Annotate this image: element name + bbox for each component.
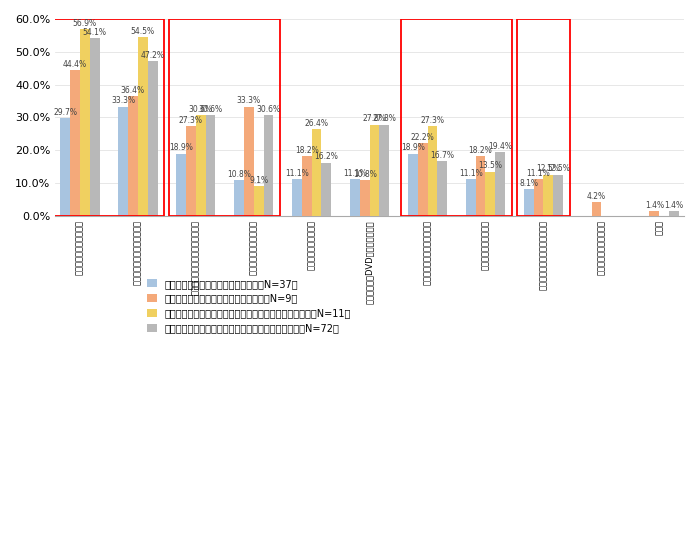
- Text: 9.1%: 9.1%: [249, 176, 268, 185]
- Text: 12.5%: 12.5%: [536, 164, 560, 174]
- Text: 54.5%: 54.5%: [131, 27, 155, 36]
- Text: 47.2%: 47.2%: [141, 51, 164, 60]
- Text: 33.3%: 33.3%: [237, 96, 261, 105]
- Text: 30.6%: 30.6%: [188, 105, 213, 114]
- Bar: [138, 37, 148, 216]
- Bar: [543, 175, 553, 216]
- Text: 11.1%: 11.1%: [458, 169, 482, 178]
- Text: 18.9%: 18.9%: [401, 144, 425, 153]
- Text: 22.2%: 22.2%: [411, 132, 435, 142]
- Bar: [128, 97, 138, 216]
- Bar: [302, 156, 312, 216]
- Text: 54.1%: 54.1%: [83, 28, 106, 37]
- Text: 8.1%: 8.1%: [519, 179, 538, 188]
- Text: 1.4%: 1.4%: [645, 201, 664, 210]
- Text: 56.9%: 56.9%: [73, 19, 97, 28]
- Bar: [148, 61, 158, 216]
- Bar: [206, 115, 216, 216]
- Text: 18.2%: 18.2%: [295, 146, 318, 155]
- Legend: モール型バーチャルショップのみ　（N=37）, イベント型バーチャルショップのみ　（N=9）, 他メタバースサービス出店型バーチャルショップのみ　（N=11）,: モール型バーチャルショップのみ （N=37）, イベント型バーチャルショップのみ…: [144, 275, 355, 337]
- Bar: [370, 124, 379, 216]
- Text: 30.6%: 30.6%: [199, 105, 223, 114]
- Text: 27.3%: 27.3%: [178, 116, 203, 125]
- Bar: [533, 179, 543, 216]
- Bar: [176, 154, 186, 216]
- Bar: [186, 126, 196, 216]
- Text: 16.7%: 16.7%: [430, 151, 454, 160]
- Bar: [80, 29, 90, 216]
- Bar: [418, 143, 428, 216]
- Bar: [401, 19, 512, 216]
- Text: 36.4%: 36.4%: [121, 86, 145, 95]
- Bar: [263, 115, 274, 216]
- Bar: [312, 129, 321, 216]
- Bar: [438, 161, 447, 216]
- Bar: [169, 19, 281, 216]
- Bar: [196, 115, 206, 216]
- Bar: [650, 211, 659, 216]
- Text: 33.3%: 33.3%: [111, 96, 135, 105]
- Text: 27.3%: 27.3%: [421, 116, 444, 125]
- Text: 11.1%: 11.1%: [343, 169, 367, 178]
- Text: 27.8%: 27.8%: [363, 114, 386, 123]
- Bar: [90, 38, 99, 216]
- Text: 4.2%: 4.2%: [587, 192, 606, 201]
- Bar: [517, 19, 570, 216]
- Text: 18.9%: 18.9%: [169, 144, 193, 153]
- Text: 27.8%: 27.8%: [372, 114, 396, 123]
- Bar: [408, 154, 418, 216]
- Bar: [70, 70, 80, 216]
- Bar: [244, 107, 253, 216]
- Text: 16.2%: 16.2%: [314, 152, 338, 161]
- Bar: [475, 156, 486, 216]
- Text: 30.6%: 30.6%: [256, 105, 281, 114]
- Text: 12.5%: 12.5%: [546, 164, 570, 174]
- Bar: [350, 179, 360, 216]
- Bar: [234, 180, 244, 216]
- Bar: [53, 19, 164, 216]
- Bar: [253, 186, 263, 216]
- Bar: [360, 180, 370, 216]
- Text: 29.7%: 29.7%: [53, 108, 77, 117]
- Text: 44.4%: 44.4%: [63, 60, 87, 69]
- Bar: [60, 119, 70, 216]
- Bar: [486, 171, 496, 216]
- Bar: [669, 211, 679, 216]
- Text: 1.4%: 1.4%: [664, 201, 684, 210]
- Bar: [321, 163, 331, 216]
- Bar: [466, 179, 475, 216]
- Text: 19.4%: 19.4%: [489, 142, 512, 151]
- Text: 26.4%: 26.4%: [304, 119, 328, 128]
- Bar: [524, 189, 533, 216]
- Text: 11.1%: 11.1%: [526, 169, 550, 178]
- Text: 13.5%: 13.5%: [478, 161, 503, 170]
- Bar: [553, 175, 563, 216]
- Bar: [428, 126, 438, 216]
- Text: 18.2%: 18.2%: [469, 146, 492, 155]
- Text: 10.8%: 10.8%: [227, 170, 251, 179]
- Bar: [292, 179, 302, 216]
- Text: 11.1%: 11.1%: [285, 169, 309, 178]
- Text: 10.8%: 10.8%: [353, 170, 377, 179]
- Bar: [379, 124, 389, 216]
- Bar: [592, 202, 601, 216]
- Bar: [496, 152, 505, 216]
- Bar: [118, 107, 128, 216]
